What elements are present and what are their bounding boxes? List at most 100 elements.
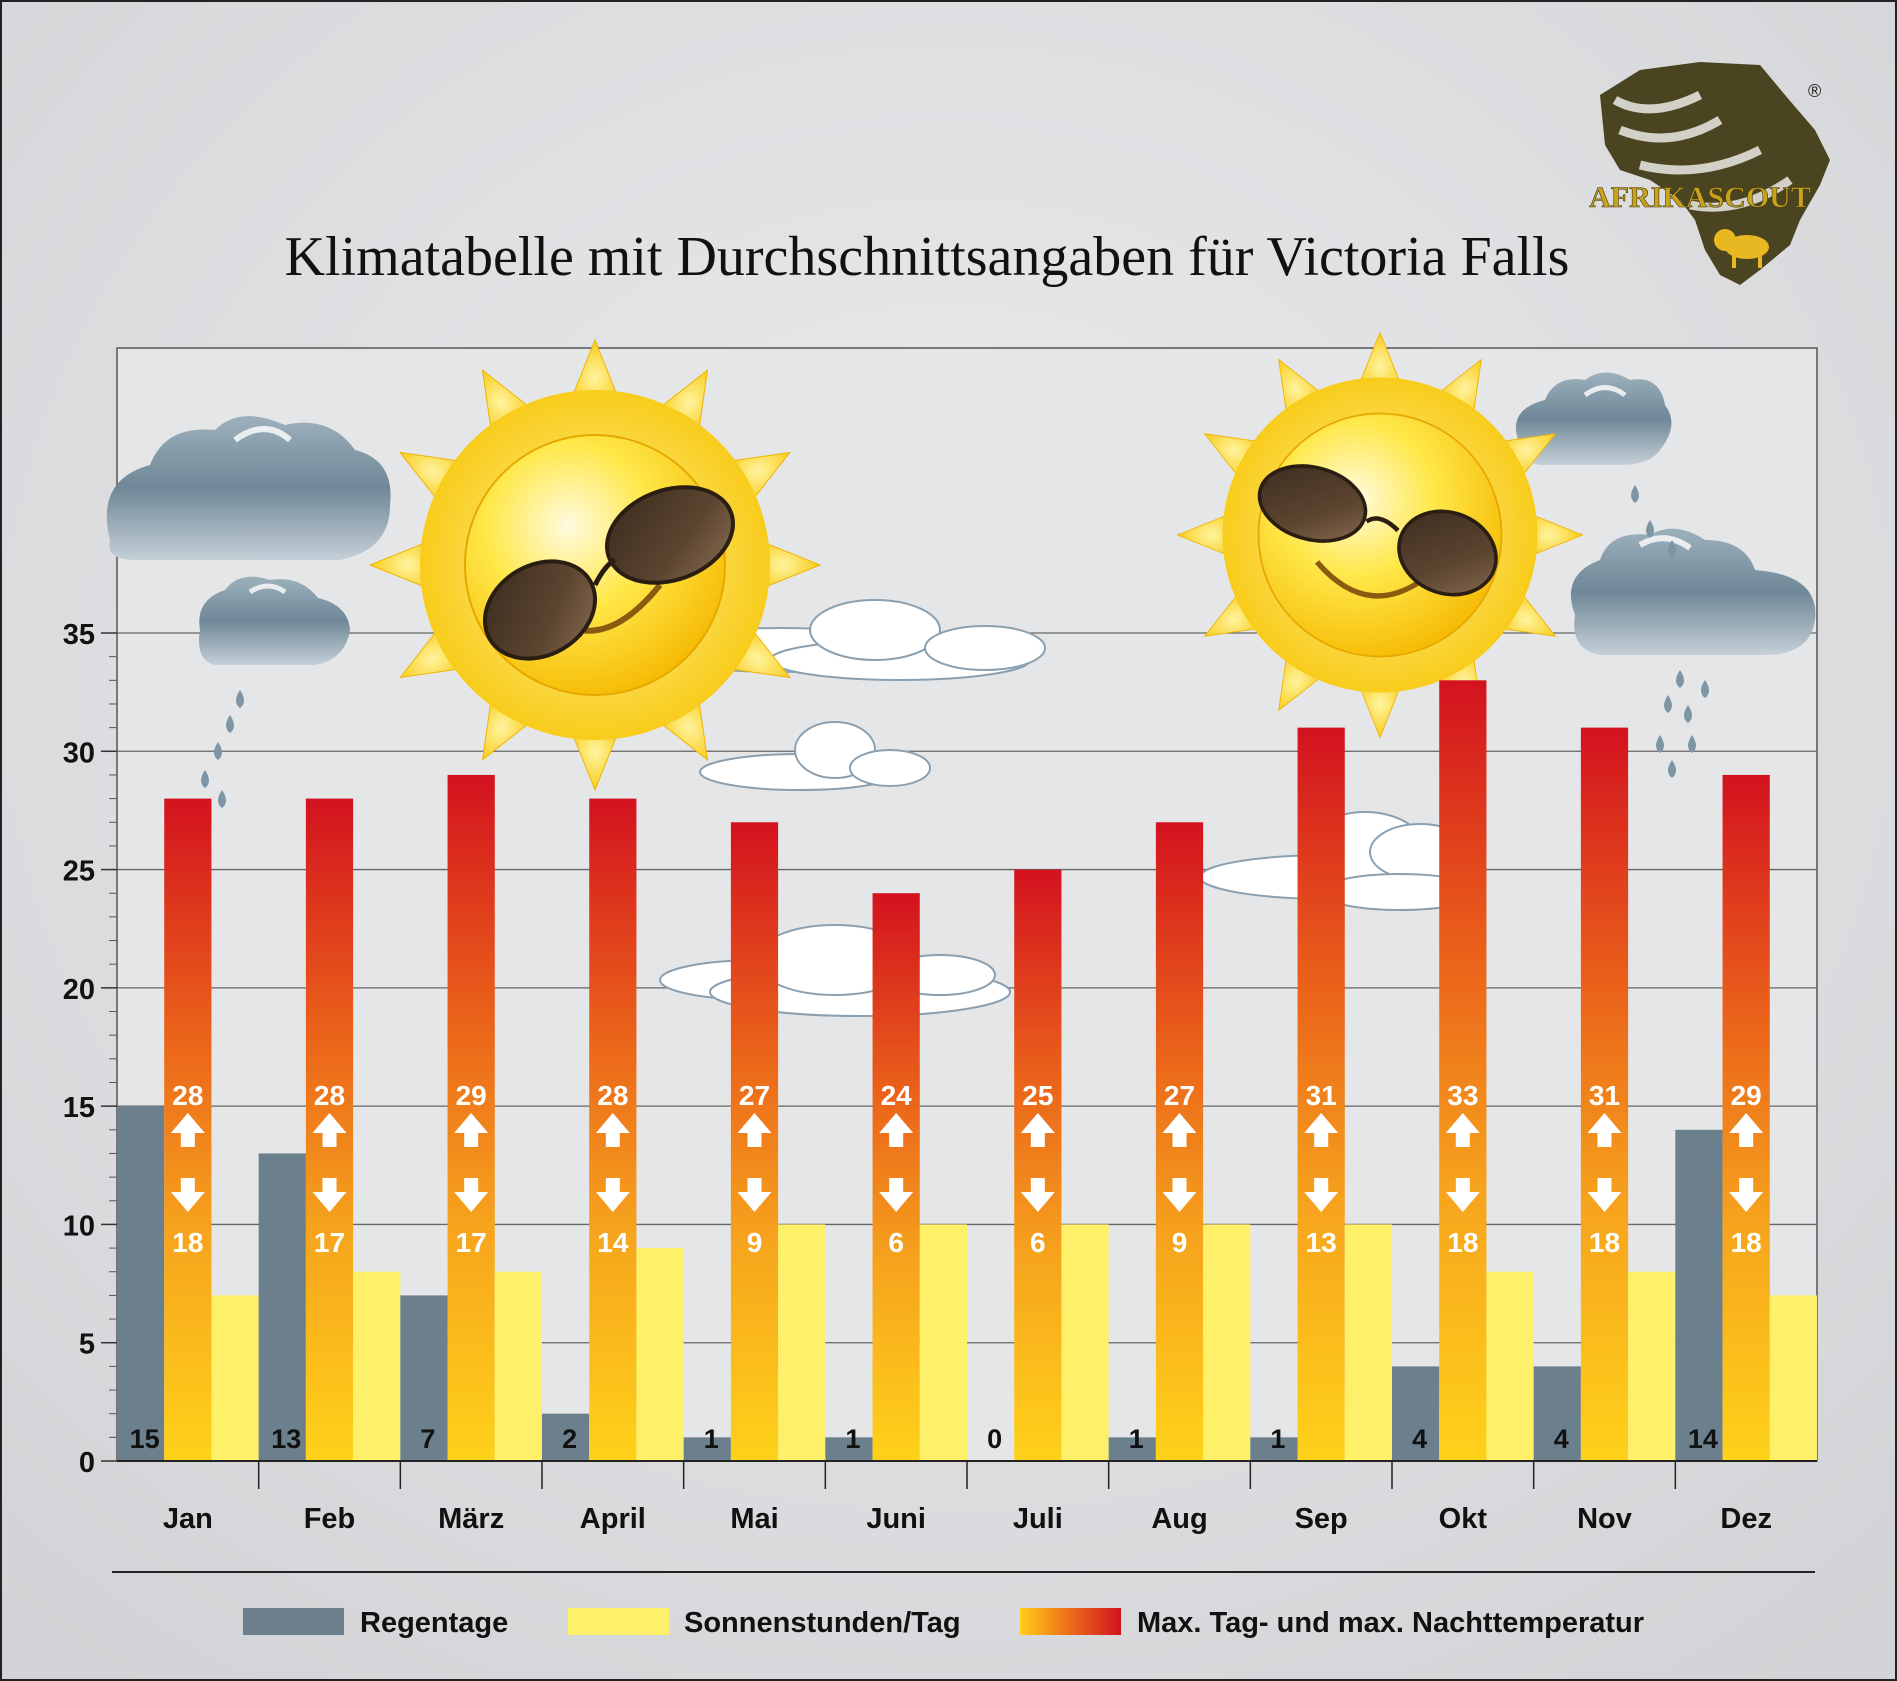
arrow-up-icon <box>1304 1113 1339 1147</box>
decorations <box>106 331 1816 1017</box>
white-cloud-icon <box>699 721 931 791</box>
x-tick-label: Aug <box>1151 1503 1207 1535</box>
arrow-up-icon <box>1020 1113 1055 1147</box>
rain-days-bar <box>117 1106 165 1461</box>
sunshine-bar <box>211 1295 259 1461</box>
x-tick-label: Juli <box>1013 1503 1063 1535</box>
max-day-temp-label: 28 <box>172 1080 203 1111</box>
y-tick-label: 25 <box>63 856 95 888</box>
sunshine-bar <box>494 1271 542 1461</box>
arrow-down-icon <box>1729 1178 1764 1212</box>
afrikascout-logo: AFRIKASCOUT ® <box>1589 62 1830 285</box>
sunshine-bar <box>1061 1224 1109 1461</box>
sunshine-bar <box>353 1271 401 1461</box>
legend-swatch-sonnenstunden <box>568 1608 669 1635</box>
y-tick-label: 35 <box>63 619 95 651</box>
rain-days-label: 13 <box>271 1424 301 1454</box>
y-tick-label: 30 <box>63 737 95 769</box>
temperature-bar <box>1297 727 1345 1461</box>
sunshine-bar <box>1344 1224 1392 1461</box>
logo-text: AFRIKASCOUT <box>1589 181 1811 214</box>
x-tick-label: Sep <box>1295 1503 1348 1535</box>
registered-mark: ® <box>1808 81 1821 101</box>
rain-days-label: 15 <box>130 1424 160 1454</box>
sun-with-sunglasses-icon <box>1176 331 1584 739</box>
temperature-bar <box>1580 727 1629 1461</box>
arrow-down-icon <box>1587 1178 1622 1212</box>
arrow-down-icon <box>737 1178 772 1212</box>
max-night-temp-label: 9 <box>747 1227 763 1258</box>
rain-days-label: 4 <box>1412 1424 1427 1454</box>
rain-days-label: 1 <box>845 1424 860 1454</box>
legend-swatch-temperatur <box>1020 1608 1121 1635</box>
max-night-temp-label: 18 <box>1447 1227 1478 1258</box>
chart-title: Klimatabelle mit Durchschnittsangaben fü… <box>285 226 1570 288</box>
arrow-down-icon <box>1304 1178 1339 1212</box>
x-tick-label: Mai <box>730 1503 778 1535</box>
arrow-up-icon <box>1729 1113 1764 1147</box>
sunshine-bar <box>1628 1271 1676 1461</box>
arrow-down-icon <box>1020 1178 1055 1212</box>
temperature-bar <box>872 893 920 1461</box>
max-night-temp-label: 6 <box>888 1227 904 1258</box>
arrow-up-icon <box>595 1113 630 1147</box>
y-tick-label: 20 <box>63 974 95 1006</box>
x-tick-label: Juni <box>866 1503 926 1535</box>
max-night-temp-label: 17 <box>456 1227 487 1258</box>
max-night-temp-label: 14 <box>597 1227 629 1258</box>
temperature-bar <box>1014 869 1062 1461</box>
x-tick-label: April <box>580 1503 646 1535</box>
arrow-up-icon <box>1587 1113 1622 1147</box>
sunshine-bar <box>1203 1224 1251 1461</box>
x-tick-label: Nov <box>1577 1503 1632 1535</box>
arrow-up-icon <box>312 1113 347 1147</box>
rain-days-label: 1 <box>1129 1424 1144 1454</box>
rain-days-bar <box>683 1437 731 1461</box>
y-axis-ticks: 0 5 10 15 20 25 30 35 <box>63 619 117 1479</box>
x-tick-label: Jan <box>163 1503 213 1535</box>
rain-days-bar <box>1250 1437 1298 1461</box>
x-tick-label: Feb <box>304 1503 356 1535</box>
rain-days-label: 7 <box>420 1424 435 1454</box>
sun-with-sunglasses-icon <box>368 338 822 792</box>
max-day-temp-label: 27 <box>739 1080 770 1111</box>
x-tick-label: Dez <box>1720 1503 1772 1535</box>
max-night-temp-label: 18 <box>172 1227 203 1258</box>
legend-label-regentage: Regentage <box>360 1607 508 1639</box>
legend: Regentage Sonnenstunden/Tag Max. Tag- un… <box>243 1607 1644 1639</box>
legend-label-sonnenstunden: Sonnenstunden/Tag <box>684 1607 961 1639</box>
arrow-down-icon <box>595 1178 630 1212</box>
max-night-temp-label: 13 <box>1306 1227 1337 1258</box>
arrow-down-icon <box>312 1178 347 1212</box>
rain-days-bar <box>825 1437 873 1461</box>
sunshine-bar <box>1769 1295 1817 1461</box>
max-night-temp-label: 6 <box>1030 1227 1046 1258</box>
rain-days-label: 0 <box>987 1424 1002 1454</box>
arrow-down-icon <box>879 1178 914 1212</box>
y-tick-label: 5 <box>79 1329 95 1361</box>
max-night-temp-label: 18 <box>1731 1227 1762 1258</box>
arrow-down-icon <box>1445 1178 1480 1212</box>
y-tick-label: 0 <box>79 1447 95 1479</box>
rain-days-label: 14 <box>1688 1424 1718 1454</box>
bars <box>117 680 1817 1461</box>
rain-days-bar <box>1392 1366 1440 1461</box>
arrow-up-icon <box>879 1113 914 1147</box>
max-night-temp-label: 17 <box>314 1227 345 1258</box>
rain-days-bar <box>1533 1366 1581 1461</box>
max-day-temp-label: 31 <box>1589 1080 1620 1111</box>
rain-days-label: 4 <box>1554 1424 1569 1454</box>
rain-days-label: 2 <box>562 1424 577 1454</box>
arrow-down-icon <box>1162 1178 1197 1212</box>
rain-days-label: 1 <box>704 1424 719 1454</box>
arrow-down-icon <box>454 1178 489 1212</box>
max-day-temp-label: 28 <box>314 1080 345 1111</box>
rain-days-bar <box>258 1153 306 1461</box>
rain-cloud-icon <box>106 416 391 808</box>
max-night-temp-label: 9 <box>1172 1227 1188 1258</box>
arrow-up-icon <box>454 1113 489 1147</box>
bar-labels: 2818152817132917728142279124612560279131… <box>130 1080 1764 1454</box>
y-tick-label: 10 <box>63 1210 95 1242</box>
lion-icon <box>1714 229 1769 268</box>
rain-days-bar <box>542 1413 590 1461</box>
